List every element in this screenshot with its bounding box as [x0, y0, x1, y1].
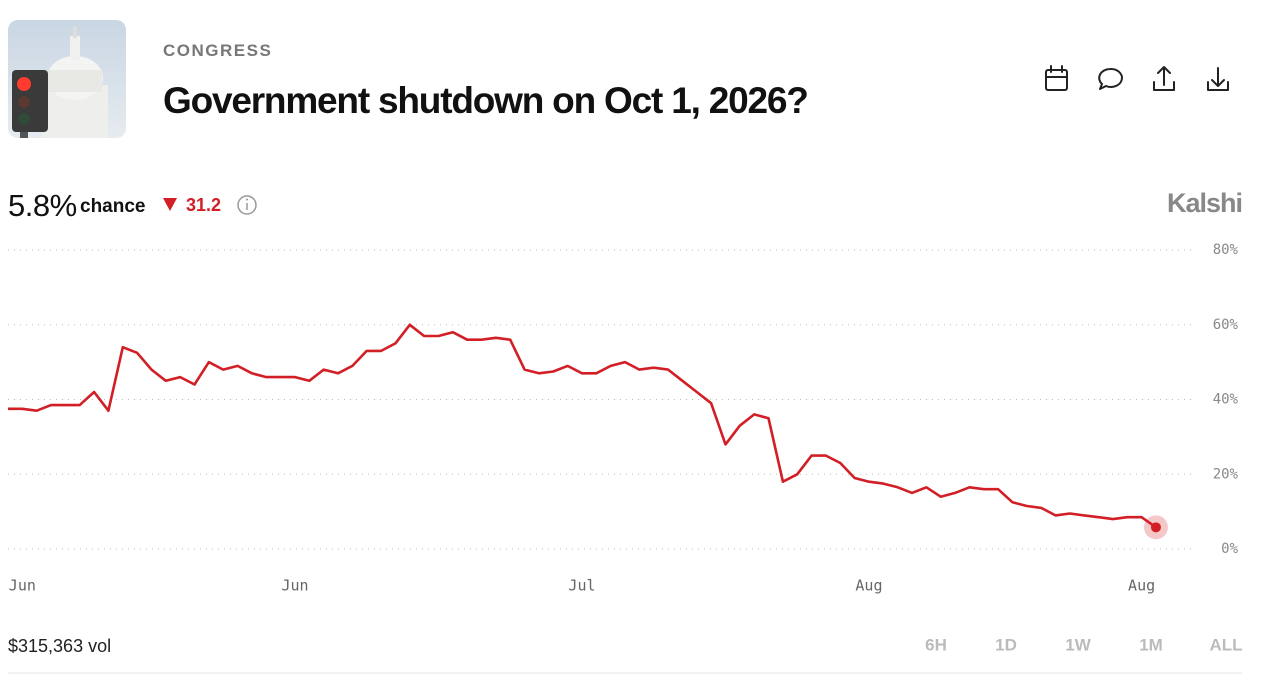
chart: 0% 20% 40% 60% 80% Jun Jun Jul Aug Aug: [8, 242, 1239, 595]
range-selector: 6H 1D 1W 1M ALL: [925, 635, 1242, 654]
y-tick-label: 0%: [1221, 541, 1238, 557]
brand: Kalshi: [1167, 188, 1242, 218]
range-button[interactable]: 1W: [1065, 635, 1091, 654]
x-tick-label: Aug: [855, 577, 882, 595]
probability: 5.8%: [8, 188, 77, 223]
y-tick-label: 20%: [1213, 466, 1239, 482]
price-line: [8, 323, 1157, 529]
market-thumbnail: [8, 20, 126, 138]
category: CONGRESS: [163, 41, 272, 60]
change: 31.2: [186, 195, 221, 215]
market-title: Government shutdown on Oct 1, 2026?: [163, 80, 808, 121]
range-button[interactable]: 1M: [1139, 635, 1163, 654]
down-arrow: [163, 198, 177, 211]
comment-button[interactable]: [1098, 67, 1123, 90]
x-tick-label: Jun: [9, 577, 36, 595]
info-icon[interactable]: [237, 195, 257, 215]
range-button[interactable]: 6H: [925, 635, 947, 654]
x-tick-label: Jun: [281, 577, 308, 595]
volume: $315,363 vol: [8, 636, 111, 656]
share-button[interactable]: [1153, 66, 1175, 91]
download-button[interactable]: [1207, 67, 1229, 91]
calendar-button[interactable]: [1045, 65, 1068, 91]
y-tick-label: 60%: [1213, 317, 1239, 333]
x-tick-label: Jul: [568, 577, 595, 595]
range-button[interactable]: ALL: [1209, 635, 1242, 654]
y-tick-label: 80%: [1213, 242, 1239, 258]
range-button[interactable]: 1D: [995, 635, 1017, 654]
last-point: [1150, 522, 1161, 533]
x-tick-label: Aug: [1128, 577, 1155, 595]
probability-label: chance: [80, 196, 145, 217]
y-tick-label: 40%: [1213, 392, 1239, 408]
